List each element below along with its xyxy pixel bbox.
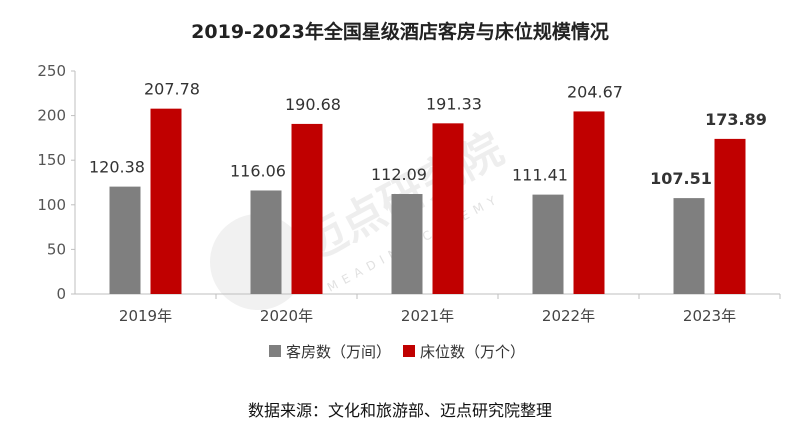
bar-rooms: [109, 186, 141, 294]
x-tick-label: 2022年: [542, 307, 595, 325]
y-tick-label: 200: [37, 107, 66, 125]
bar-rooms: [673, 198, 705, 294]
data-label-rooms: 120.38: [89, 158, 145, 177]
y-tick-label: 50: [47, 240, 66, 258]
y-tick-label: 100: [37, 196, 66, 214]
bar-rooms: [532, 194, 564, 294]
legend-label-beds: 床位数（万个）: [420, 343, 525, 361]
source-note: 数据来源：文化和旅游部、迈点研究院整理: [248, 401, 552, 420]
data-label-rooms: 111.41: [512, 166, 568, 185]
legend-swatch-beds: [403, 345, 415, 357]
bar-rooms: [250, 190, 282, 294]
x-axis-ticks: 2019年 2020年 2021年 2022年 2023年: [119, 294, 781, 325]
data-label-beds: 190.68: [285, 95, 341, 114]
legend: 客房数（万间） 床位数（万个）: [269, 343, 525, 361]
bar-beds: [573, 111, 605, 294]
data-label-beds: 204.67: [567, 82, 623, 101]
data-label-rooms: 107.51: [650, 169, 712, 188]
data-label-beds: 207.78: [144, 80, 200, 99]
data-label-rooms: 116.06: [230, 161, 286, 180]
y-tick-label: 150: [37, 151, 66, 169]
data-label-beds: 173.89: [705, 110, 767, 129]
y-tick-label: 250: [37, 62, 66, 80]
chart-title: 2019-2023年全国星级酒店客房与床位规模情况: [191, 20, 609, 43]
legend-swatch-rooms: [269, 345, 281, 357]
data-label-beds: 191.33: [426, 94, 482, 113]
x-tick-label: 2023年: [683, 307, 736, 325]
bars: [109, 108, 746, 294]
legend-label-rooms: 客房数（万间）: [286, 343, 391, 361]
data-labels: 120.38 207.78 116.06 190.68 112.09 191.33 111.…: [89, 80, 767, 188]
x-tick-label: 2021年: [401, 307, 454, 325]
bar-beds: [291, 123, 323, 294]
bar-beds: [150, 108, 182, 294]
x-tick-label: 2019年: [119, 307, 172, 325]
y-tick-label: 0: [56, 285, 66, 303]
data-label-rooms: 112.09: [371, 165, 427, 184]
bar-beds: [714, 138, 746, 294]
bar-beds: [432, 123, 464, 294]
x-tick-label: 2020年: [260, 307, 313, 325]
y-axis-ticks: 0 50 100 150 200 250: [37, 62, 75, 303]
bar-rooms: [391, 194, 423, 294]
